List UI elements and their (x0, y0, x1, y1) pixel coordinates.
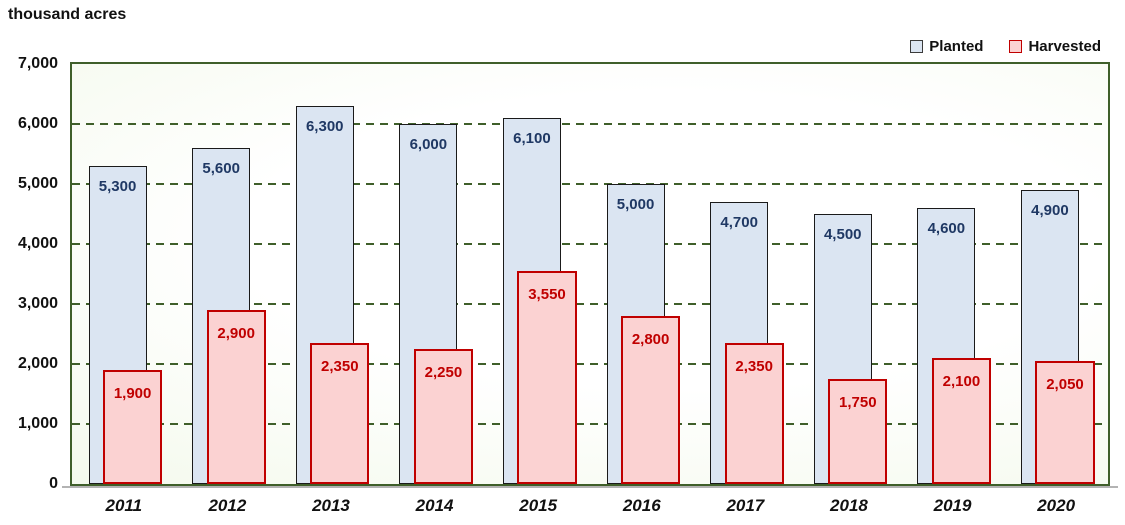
bar-group-2017: 4,700 2,350 (694, 64, 798, 484)
bar-group-2018: 4,500 1,750 (797, 64, 901, 484)
bar-group-2016: 5,000 2,800 (590, 64, 694, 484)
gridline-1000 (72, 423, 1108, 425)
x-axis-line (62, 486, 1118, 488)
planted-bar-label: 5,300 (98, 178, 137, 195)
harvested-bar-2015: 3,550 (517, 271, 577, 484)
chart-title: thousand acres (8, 6, 127, 23)
harvested-bar-label: 2,050 (1046, 376, 1084, 393)
y-tick-label: 5,000 (17, 175, 58, 192)
harvested-bar-2012: 2,900 (206, 310, 266, 484)
bar-group-2015: 6,100 3,550 (486, 64, 590, 484)
planted-swatch-icon (910, 40, 924, 53)
y-tick-label: 4,000 (17, 235, 58, 252)
bar-group-2012: 5,600 2,900 (176, 64, 280, 484)
harvested-bar-2016: 2,800 (621, 316, 681, 484)
bar-group-2019: 4,600 2,100 (901, 64, 1005, 484)
bars-layer: 5,300 1,900 5,600 2,900 6,300 2,350 6,000 2,250… (72, 64, 1108, 484)
x-axis-labels: 2011 2012 2013 2014 2015 2016 2017 2018 2019 2020 (72, 496, 1108, 520)
harvested-bar-label: 2,350 (735, 358, 773, 375)
x-tick-label-2014: 2014 (415, 496, 454, 515)
harvested-bar-label: 2,100 (942, 373, 981, 390)
planted-bar-label: 6,000 (409, 136, 448, 153)
x-tick-label-2017: 2017 (726, 496, 765, 515)
x-tick-label-2016: 2016 (622, 496, 661, 515)
planted-bar-label: 4,500 (823, 226, 862, 243)
legend-label-harvested: Harvested (1028, 38, 1101, 55)
x-tick-label-2018: 2018 (830, 496, 868, 515)
harvested-bar-2014: 2,250 (413, 349, 473, 484)
planted-bar-label: 6,100 (513, 130, 551, 147)
y-tick-label: 0 (49, 475, 58, 492)
bar-group-2011: 5,300 1,900 (72, 64, 176, 484)
harvested-bar-label: 3,550 (528, 286, 566, 303)
gridline-2000 (72, 363, 1108, 365)
y-tick-label: 3,000 (17, 295, 58, 312)
y-tick-label: 2,000 (17, 355, 58, 372)
legend: Planted Harvested (910, 38, 1101, 55)
harvested-bar-label: 2,250 (424, 364, 463, 381)
planted-bar-label: 4,900 (1031, 202, 1069, 219)
x-tick-label-2015: 2015 (519, 496, 558, 515)
legend-label-planted: Planted (929, 38, 984, 55)
bar-group-2014: 6,000 2,250 (383, 64, 487, 484)
plot-area: 5,300 1,900 5,600 2,900 6,300 2,350 6,000 2,250… (70, 62, 1110, 486)
planted-bar-label: 5,600 (202, 160, 240, 177)
harvested-bar-2017: 2,350 (724, 343, 784, 484)
y-tick-label: 7,000 (17, 55, 58, 72)
x-tick-label-2013: 2013 (312, 496, 350, 515)
x-tick-label-2019: 2019 (933, 496, 972, 515)
harvested-bar-label: 2,900 (217, 325, 255, 342)
gridlines (72, 64, 1108, 484)
y-tick-label: 1,000 (17, 415, 58, 432)
y-tick-label: 6,000 (17, 115, 58, 132)
x-tick-label-2011: 2011 (105, 496, 143, 515)
gridline-6000 (72, 123, 1108, 125)
y-axis-labels: 7,000 6,000 5,000 4,000 3,000 2,000 1,000 0 (0, 55, 60, 492)
gridline-4000 (72, 243, 1108, 245)
harvested-bar-label: 2,350 (321, 358, 359, 375)
planted-bar-label: 6,300 (305, 118, 344, 135)
gridline-5000 (72, 183, 1108, 185)
planted-bar-label: 5,000 (616, 196, 655, 213)
harvested-bar-2011: 1,900 (103, 370, 163, 484)
x-tick-label-2020: 2020 (1037, 496, 1076, 515)
harvested-bar-2013: 2,350 (310, 343, 370, 484)
harvested-bar-2020: 2,050 (1035, 361, 1095, 484)
harvested-bar-label: 1,900 (113, 385, 152, 402)
harvested-bar-label: 2,800 (631, 331, 670, 348)
planted-bar-label: 4,600 (927, 220, 966, 237)
harvested-bar-2019: 2,100 (931, 358, 991, 484)
harvested-swatch-icon (1009, 40, 1023, 53)
gridline-3000 (72, 303, 1108, 305)
bar-group-2020: 4,900 2,050 (1004, 64, 1108, 484)
planted-bar-label: 4,700 (720, 214, 758, 231)
bar-group-2013: 6,300 2,350 (279, 64, 383, 484)
legend-item-harvested: Harvested (1009, 38, 1101, 55)
legend-item-planted: Planted (910, 38, 983, 55)
x-tick-label-2012: 2012 (208, 496, 247, 515)
harvested-bar-2018: 1,750 (828, 379, 888, 484)
harvested-bar-label: 1,750 (839, 394, 877, 411)
